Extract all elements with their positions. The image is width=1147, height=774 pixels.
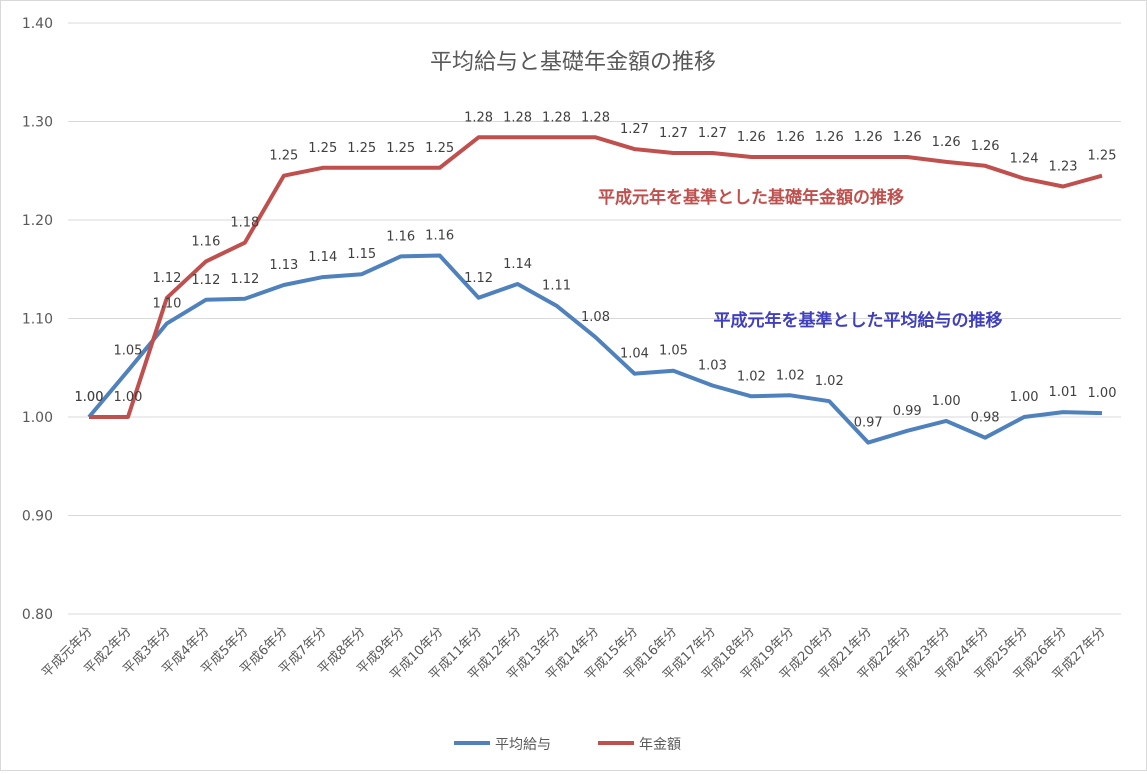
data-label-pension: 1.26: [854, 130, 883, 145]
data-label-pension: 1.23: [1049, 160, 1078, 175]
data-label-salary: 1.02: [815, 374, 844, 389]
annotation-salary: 平成元年を基準とした平均給与の推移: [714, 310, 1003, 331]
y-tick-label: 1.10: [22, 312, 53, 328]
data-label-pension: 1.26: [893, 130, 922, 145]
data-label-salary: 1.05: [659, 344, 688, 359]
data-label-pension: 1.28: [542, 110, 571, 125]
data-label-salary: 1.02: [737, 369, 766, 384]
data-label-salary: 1.00: [1088, 386, 1117, 401]
data-label-pension: 1.25: [269, 149, 298, 164]
series-lines: [87, 135, 1103, 445]
chart-title: 平均給与と基礎年金額の推移: [430, 50, 716, 75]
y-tick-label: 1.20: [22, 213, 53, 229]
data-label-salary: 1.16: [386, 229, 415, 244]
data-label-pension: 1.16: [191, 234, 220, 249]
data-label-pension: 1.27: [659, 126, 688, 141]
data-label-pension: 1.26: [971, 139, 1000, 154]
data-label-pension: 1.24: [1010, 152, 1039, 167]
gridlines: [68, 22, 1121, 615]
data-label-salary: 0.97: [854, 416, 883, 431]
legend: 平均給与 年金額: [454, 737, 681, 753]
series-line-pension: [89, 135, 1103, 419]
data-label-pension: 1.28: [581, 110, 610, 125]
data-label-pension: 1.26: [776, 130, 805, 145]
data-label-pension: 1.27: [698, 126, 727, 141]
data-label-salary: 1.00: [932, 394, 961, 409]
legend-label-pension: 年金額: [639, 737, 681, 753]
data-label-salary: 1.10: [152, 296, 181, 311]
data-label-salary: 1.08: [581, 310, 610, 325]
data-label-salary: 1.13: [269, 258, 298, 273]
series-line-salary: [87, 253, 1103, 445]
data-label-salary: 1.14: [308, 250, 337, 265]
data-label-salary: 1.12: [464, 271, 493, 286]
y-tick-label: 1.00: [22, 410, 53, 426]
data-label-salary: 1.00: [75, 390, 104, 405]
data-label-pension: 1.00: [75, 390, 104, 405]
data-label-salary: 0.98: [971, 411, 1000, 426]
annotation-pension: 平成元年を基準とした基礎年金額の推移: [598, 187, 904, 208]
data-label-salary: 1.12: [230, 272, 259, 287]
data-label-pension: 1.25: [425, 141, 454, 156]
y-tick-label: 1.30: [22, 115, 53, 131]
data-label-pension: 1.25: [386, 141, 415, 156]
data-label-pension: 1.26: [737, 130, 766, 145]
legend-label-salary: 平均給与: [495, 737, 551, 753]
data-label-salary: 1.02: [776, 368, 805, 383]
y-tick-label: 0.80: [22, 607, 53, 623]
data-label-salary: 1.04: [620, 347, 649, 362]
x-axis-ticks: 平成元年分平成2年分平成3年分平成4年分平成5年分平成6年分平成7年分平成8年分…: [39, 624, 1109, 683]
y-tick-label: 1.40: [22, 16, 53, 32]
data-label-salary: 1.14: [503, 257, 532, 272]
data-label-salary: 0.99: [893, 404, 922, 419]
data-label-pension: 1.26: [815, 130, 844, 145]
data-label-salary: 1.16: [425, 228, 454, 243]
data-label-pension: 1.26: [932, 135, 961, 150]
data-label-pension: 1.28: [503, 110, 532, 125]
data-label-salary: 1.03: [698, 358, 727, 373]
data-label-pension: 1.27: [620, 122, 649, 137]
data-label-pension: 1.25: [347, 141, 376, 156]
data-label-salary: 1.15: [347, 247, 376, 262]
data-label-pension: 1.00: [113, 390, 142, 405]
data-label-salary: 1.11: [542, 279, 571, 294]
data-label-pension: 1.28: [464, 110, 493, 125]
data-label-pension: 1.12: [152, 271, 181, 286]
data-labels: 1.00 1.05 1.10 1.12 1.12 1.13 1.14 1.15 1.16 1.16…: [75, 110, 1117, 430]
data-label-pension: 1.25: [308, 141, 337, 156]
data-label-pension: 1.18: [230, 216, 259, 231]
data-label-salary: 1.05: [113, 344, 142, 359]
data-label-pension: 1.25: [1088, 149, 1117, 164]
data-label-salary: 1.01: [1049, 385, 1078, 400]
y-tick-label: 0.90: [22, 509, 53, 525]
y-axis-ticks: 0.80 0.90 1.00 1.10 1.20 1.30 1.40: [22, 16, 53, 623]
data-label-salary: 1.00: [1010, 390, 1039, 405]
data-label-salary: 1.12: [191, 273, 220, 288]
